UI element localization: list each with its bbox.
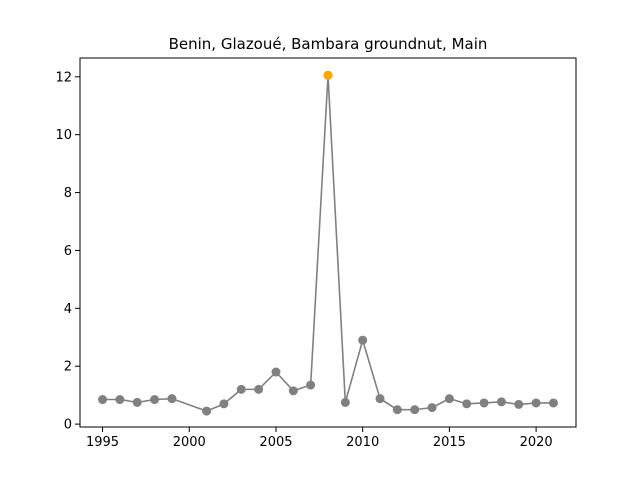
x-tick-label: 1995: [86, 435, 119, 450]
chart-title: Benin, Glazoué, Bambara groundnut, Main: [169, 35, 488, 53]
data-point: [548, 398, 558, 408]
data-point: [150, 395, 160, 405]
y-tick-label: 6: [64, 244, 72, 259]
y-tick-label: 10: [55, 128, 72, 143]
data-point: [98, 395, 108, 405]
data-point: [496, 397, 506, 407]
data-point: [531, 398, 541, 408]
x-tick-label: 2000: [173, 435, 206, 450]
data-point: [514, 399, 524, 409]
data-point: [427, 403, 437, 413]
data-point: [167, 394, 177, 404]
data-point: [375, 394, 385, 404]
data-point: [410, 405, 420, 415]
y-tick-label: 2: [64, 360, 72, 375]
series-line: [102, 74, 554, 412]
series-layer: [98, 70, 558, 416]
highlight-point: [323, 70, 333, 80]
highlight-layer: [323, 70, 333, 80]
x-tick-label: 2005: [259, 435, 292, 450]
x-tick-label: 2020: [520, 435, 553, 450]
data-point: [271, 367, 281, 377]
data-point: [236, 384, 246, 394]
data-point: [358, 335, 368, 345]
data-point: [444, 394, 454, 404]
data-point: [202, 406, 212, 416]
x-tick-label: 2015: [433, 435, 466, 450]
y-axis: 0 2 4 6 8 10 12: [55, 70, 80, 433]
data-point: [254, 384, 264, 394]
data-point: [306, 380, 316, 390]
data-point: [219, 399, 229, 409]
data-point: [462, 399, 472, 409]
x-axis: 1995 2000 2005 2010 2015 2020: [86, 427, 553, 450]
data-point: [479, 398, 489, 408]
plot-area-frame: [79, 57, 577, 428]
x-tick-label: 2010: [346, 435, 379, 450]
data-point: [115, 395, 125, 405]
y-tick-label: 8: [64, 186, 72, 201]
data-point: [132, 397, 142, 407]
y-tick-label: 0: [64, 418, 72, 433]
data-point: [392, 405, 402, 415]
data-point: [288, 386, 298, 396]
y-tick-label: 12: [55, 70, 72, 85]
data-point: [340, 397, 350, 407]
y-tick-label: 4: [64, 302, 72, 317]
